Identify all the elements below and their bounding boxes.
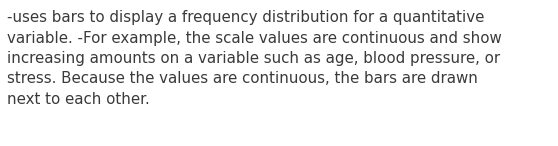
Text: -uses bars to display a frequency distribution for a quantitative
variable. -For: -uses bars to display a frequency distri…	[7, 10, 502, 107]
